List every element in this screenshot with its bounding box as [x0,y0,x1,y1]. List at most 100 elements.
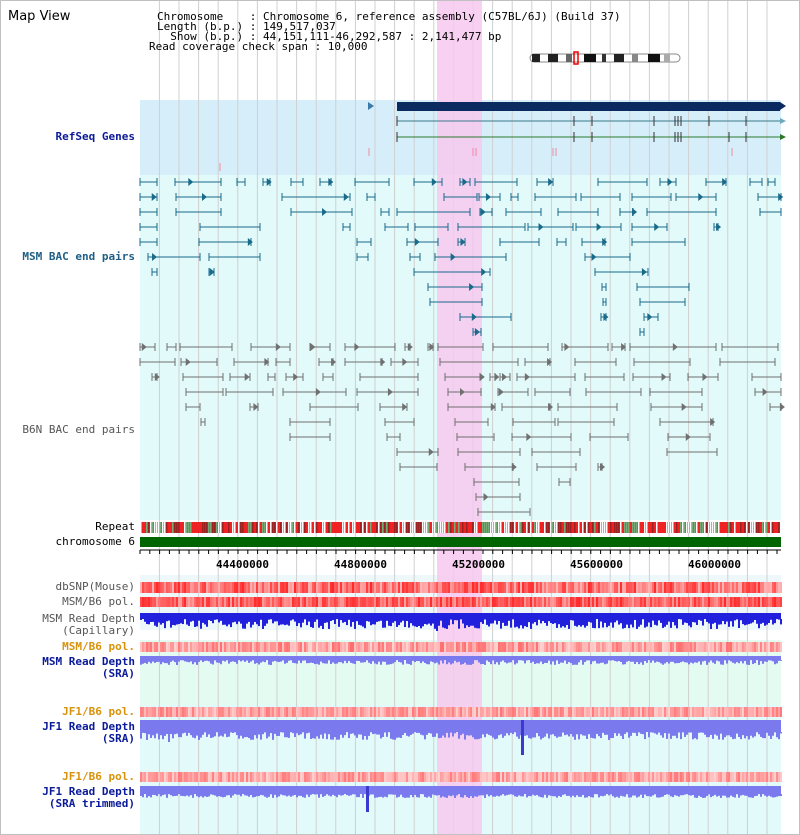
msm-depth-capillary-bar [254,619,256,623]
msm-depth-sra-bar [650,660,652,663]
msm-b6-pol2-heat-cell [586,642,588,652]
track-label-jf1-depth-sra[interactable]: JF1 Read Depth (SRA) [42,720,135,745]
jf1-b6-pol-heat-cell [520,707,522,717]
jf1-b6-pol-heat-cell [370,707,372,717]
msm-bac-pair-end-arrow [328,178,334,186]
msm-depth-capillary-bar [662,619,664,628]
jf1-depth-sra-bar [686,732,688,735]
jf1-b6-pol-heat-cell [178,707,180,717]
track-label-jf1-depth-sra-trimmed[interactable]: JF1 Read Depth (SRA trimmed) [42,785,135,810]
jf1-depth-trimmed-bar [350,794,352,796]
track-label-msm-b6-pol-2[interactable]: MSM/B6 pol. [62,640,135,653]
jf1-depth-trimmed-bar [734,794,736,798]
jf1-depth-trimmed-bar [332,794,334,795]
jf1-depth-trimmed-bar [566,794,568,796]
jf1-depth-sra-bar [184,732,186,733]
msm-depth-capillary-bar [288,619,290,626]
jf1-b6-pol-heat-cell [620,707,622,717]
msm-depth-capillary-bar [484,619,486,620]
msm-b6-pol-heat-cell [778,597,780,607]
msm-depth-capillary-bar [760,619,762,624]
jf1-depth-trimmed-bar [718,794,720,796]
track-label-msm-b6-pol[interactable]: MSM/B6 pol. [62,595,135,608]
msm-depth-sra-bar [524,660,526,664]
jf1-b6-pol2-heat-cell [654,772,656,782]
msm-depth-sra-bar [418,660,420,662]
jf1-b6-pol-heat-cell [682,707,684,717]
jf1-depth-trimmed-bar [730,794,732,796]
msm-depth-capillary-bar [198,619,200,621]
jf1-depth-sra-bar [402,732,404,736]
msm-depth-sra-bar [246,660,248,661]
track-label-msm-depth-sra[interactable]: MSM Read Depth (SRA) [42,655,135,680]
dbsnp-heat-cell [768,582,770,593]
track-label-jf1-b6-pol-2[interactable]: JF1/B6 pol. [62,770,135,783]
jf1-depth-sra-bar [552,732,554,735]
track-label-chromosome[interactable]: chromosome 6 [55,535,135,548]
msm-b6-pol-heat-cell [526,597,528,607]
track-label-refseq[interactable]: RefSeq Genes [55,130,135,143]
track-label-msm-depth-capillary[interactable]: MSM Read Depth (Capillary) [42,612,135,637]
jf1-b6-pol-heat-cell [202,707,204,717]
msm-depth-capillary-bar [578,619,580,626]
jf1-b6-pol2-heat-cell [162,772,164,782]
jf1-depth-sra-bar [408,732,410,737]
msm-b6-pol2-heat-cell [270,642,272,652]
jf1-b6-pol2-heat-cell [680,772,682,782]
repeat-element [228,522,230,533]
track-label-repeat[interactable]: Repeat [95,520,135,533]
track-label-msm-bac[interactable]: MSM BAC end pairs [22,250,135,263]
jf1-b6-pol2-heat-cell [310,772,312,782]
jf1-b6-pol2-heat-cell [306,772,308,782]
axis-tick-label: 45200000 [452,558,505,571]
track-label-dbsnp[interactable]: dbSNP(Mouse) [55,580,135,593]
jf1-b6-pol-heat-cell [164,707,166,717]
b6n-bac-pair-end-arrow [779,403,785,411]
jf1-depth-sra-bar [342,732,344,738]
jf1-depth-trimmed-bar [590,794,592,798]
track-label-jf1-b6-pol[interactable]: JF1/B6 pol. [62,705,135,718]
msm-depth-sra-bar [716,660,718,661]
jf1-depth-sra-bar [272,732,274,740]
dbsnp-heat-cell [378,582,380,593]
repeat-element [684,522,686,533]
msm-b6-pol-heat-cell [142,597,144,607]
msm-depth-sra-bar [416,660,418,662]
jf1-b6-pol2-heat-cell [418,772,420,782]
jf1-b6-pol-heat-cell [582,707,584,717]
jf1-b6-pol-heat-cell [376,707,378,717]
msm-depth-sra-bar [278,660,280,663]
repeat-element [156,522,158,533]
msm-b6-pol2-heat-cell [156,642,158,652]
dbsnp-heat-cell [348,582,350,593]
msm-depth-capillary-bar [654,619,656,625]
jf1-b6-pol-heat-cell [240,707,242,717]
msm-depth-sra-bar [690,660,692,663]
jf1-b6-pol2-heat-cell [308,772,310,782]
msm-b6-pol-heat-cell [224,597,226,607]
track-label-b6n-bac[interactable]: B6N BAC end pairs [22,423,135,436]
msm-b6-pol2-heat-cell [738,642,740,652]
msm-depth-sra-bar [364,660,366,663]
dbsnp-heat-cell [598,582,600,593]
jf1-depth-sra-bar [404,732,406,733]
dbsnp-heat-cell [438,582,440,593]
dbsnp-heat-cell [184,582,186,593]
msm-depth-capillary-bar [544,619,546,623]
msm-depth-sra-bar [146,660,148,664]
msm-depth-sra-bar [268,660,270,665]
jf1-depth-trimmed-bar [392,794,394,795]
repeat-element [212,522,214,533]
repeat-element [174,522,176,533]
msm-b6-pol2-heat-cell [262,642,264,652]
jf1-b6-pol2-heat-cell [558,772,560,782]
jf1-b6-pol2-heat-cell [254,772,256,782]
jf1-b6-pol2-heat-cell [286,772,288,782]
jf1-b6-pol-heat-cell [728,707,730,717]
repeat-element [330,522,332,533]
msm-b6-pol-heat-cell [614,597,616,607]
jf1-b6-pol2-heat-cell [256,772,258,782]
jf1-depth-sra-bar [172,732,174,739]
msm-b6-pol-heat-cell [740,597,742,607]
msm-b6-pol-heat-cell [390,597,392,607]
